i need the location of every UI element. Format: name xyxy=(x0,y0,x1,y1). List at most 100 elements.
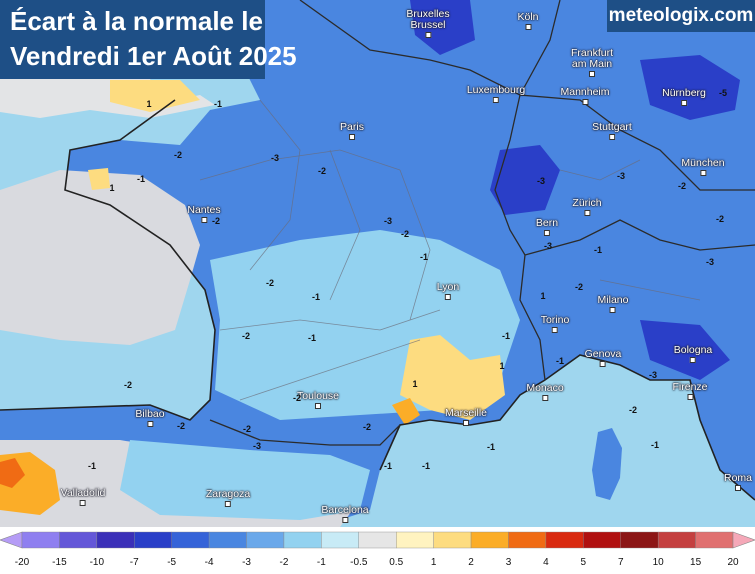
isoline-label: -1 xyxy=(421,461,431,471)
legend-tick-label: -20 xyxy=(14,557,30,568)
isoline-label: -3 xyxy=(705,257,715,267)
region-borders xyxy=(199,99,701,401)
anomaly-lightblue-iberia xyxy=(120,440,370,520)
isoline-label: -2 xyxy=(574,282,584,292)
isoline-label: -2 xyxy=(715,214,725,224)
legend-swatch xyxy=(96,531,135,549)
isoline-label: -1 xyxy=(87,461,97,471)
legend-swatch xyxy=(21,531,60,549)
isoline-label: -5 xyxy=(718,88,728,98)
isoline-label: -1 xyxy=(593,245,603,255)
legend-tick-label: -4 xyxy=(204,557,214,568)
legend-tick-label: 4 xyxy=(543,557,549,568)
isoline-label: -2 xyxy=(317,166,327,176)
isoline-label: -3 xyxy=(270,153,280,163)
isoline-label: -1 xyxy=(213,99,223,109)
land-corsica xyxy=(592,428,622,500)
isoline-label: -2 xyxy=(176,421,186,431)
isoline-label: -1 xyxy=(501,331,511,341)
isoline-label: 1 xyxy=(499,361,505,371)
legend-swatch xyxy=(283,531,322,549)
isoline-label: -3 xyxy=(536,176,546,186)
isoline-label: 1 xyxy=(412,379,418,389)
legend-tick-label: -15 xyxy=(52,557,67,568)
isoline-label: 1 xyxy=(146,99,152,109)
legend-swatch xyxy=(433,531,472,549)
temperature-anomaly-map xyxy=(0,0,755,527)
isoline-label: -3 xyxy=(616,171,626,181)
legend-tick-label: -7 xyxy=(129,557,139,568)
brand-logo: meteologix.com xyxy=(607,0,755,32)
isoline-label: -1 xyxy=(486,442,496,452)
isoline-label: -2 xyxy=(123,380,133,390)
legend-arrow-high xyxy=(732,531,755,549)
color-legend: -20 -15 -10 -7 -5 -4 -3 -2 -1 -0.5 0.5 1 2 3 4 5 7 10 15 20 xyxy=(0,527,755,574)
legend-tick-label: -10 xyxy=(89,557,105,568)
legend-color-bar xyxy=(0,531,755,549)
isoline-label: -1 xyxy=(136,174,146,184)
legend-tick-label: 10 xyxy=(652,557,664,568)
legend-swatch xyxy=(358,531,397,549)
legend-tick-label: -1 xyxy=(316,557,326,568)
isoline-label: -2 xyxy=(211,216,221,226)
legend-tick-label: -2 xyxy=(279,557,289,568)
isoline-label: -2 xyxy=(628,405,638,415)
map-title: Écart à la normale le Vendredi 1er Août … xyxy=(0,0,297,79)
isoline-label: -1 xyxy=(419,252,429,262)
anomaly-red-spain xyxy=(0,458,25,488)
legend-swatch xyxy=(396,531,434,549)
isoline-label: -1 xyxy=(311,292,321,302)
legend-swatch xyxy=(508,531,547,549)
isoline-label: -1 xyxy=(383,461,393,471)
isoline-label: -1 xyxy=(650,440,660,450)
anomaly-yellow-uk xyxy=(110,80,200,112)
legend-swatch xyxy=(620,531,659,549)
isoline-label: -2 xyxy=(173,150,183,160)
legend-tick-label: 3 xyxy=(505,557,512,568)
isoline-label: 1 xyxy=(109,183,115,193)
legend-tick-label: 0.5 xyxy=(389,557,404,568)
legend-tick-label: 5 xyxy=(580,557,587,568)
isoline-label: -2 xyxy=(241,331,251,341)
legend-tick-label: -5 xyxy=(167,557,177,568)
isoline-label: -2 xyxy=(677,181,687,191)
legend-swatch xyxy=(59,531,98,549)
anomaly-deepblue-germany xyxy=(490,145,560,215)
isoline-label: -1 xyxy=(307,333,317,343)
legend-swatch xyxy=(657,531,696,549)
isoline-label: -3 xyxy=(648,370,658,380)
legend-swatch xyxy=(171,531,210,549)
title-line-2: Vendredi 1er Août 2025 xyxy=(10,41,297,71)
isoline-label: -2 xyxy=(292,393,302,403)
isoline-label: -1 xyxy=(555,356,565,366)
title-line-1: Écart à la normale le xyxy=(10,6,263,36)
isoline-label: -3 xyxy=(543,241,553,251)
isoline-label: -3 xyxy=(383,216,393,226)
anomaly-deepblue-benelux xyxy=(410,0,475,55)
isoline-label: 1 xyxy=(540,291,546,301)
legend-tick-label: 7 xyxy=(617,557,624,568)
legend-swatch xyxy=(695,531,734,549)
legend-swatch xyxy=(321,531,359,549)
anomaly-yellow-brittany xyxy=(88,168,110,190)
anomaly-deepblue-bavaria xyxy=(640,55,740,120)
legend-tick-label: 1 xyxy=(430,557,437,568)
legend-swatch xyxy=(545,531,584,549)
country-borders xyxy=(209,0,755,446)
legend-arrow-low xyxy=(0,531,23,549)
isoline-label: -2 xyxy=(242,424,252,434)
anomaly-grey-west xyxy=(0,170,200,345)
legend-swatch xyxy=(583,531,621,549)
legend-tick-label: 20 xyxy=(727,557,739,568)
legend-tick-label: -3 xyxy=(242,557,251,568)
isoline-label: -2 xyxy=(400,229,410,239)
anomaly-yellow-provence xyxy=(400,335,505,420)
isoline-label: -2 xyxy=(362,422,372,432)
anomaly-orange-provence xyxy=(392,398,420,425)
legend-swatch xyxy=(208,531,247,549)
legend-tick-label: 2 xyxy=(468,557,474,568)
legend-swatch xyxy=(470,531,509,549)
legend-swatch xyxy=(134,531,172,549)
legend-tick-label: -0.5 xyxy=(350,557,368,568)
legend-tick-label: 15 xyxy=(690,557,702,568)
